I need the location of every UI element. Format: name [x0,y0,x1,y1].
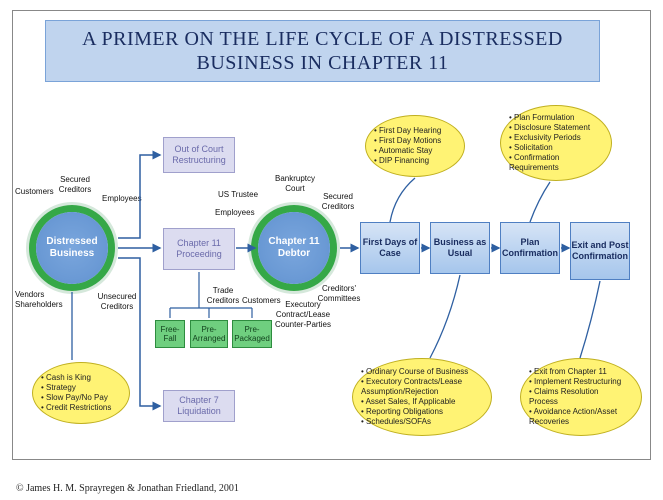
label-trade: Trade Creditors [205,286,241,306]
label-secured1: Secured Creditors [55,175,95,195]
stage-exit: Exit and Post Confirmation [570,222,630,280]
node-free-fall: Free-Fall [155,320,185,348]
bubble-plan: • Plan Formulation • Disclosure Statemen… [500,105,612,181]
bubble-cash: • Cash is King • Strategy • Slow Pay/No … [32,362,130,424]
title: A PRIMER ON THE LIFE CYCLE OF A DISTRESS… [45,20,600,82]
node-ch11-proceeding: Chapter 11 Proceeding [163,228,235,270]
node-ch7-liquidation: Chapter 7 Liquidation [163,390,235,422]
copyright: © James H. M. Sprayregen & Jonathan Frie… [16,483,239,494]
bubble-first-day: • First Day Hearing • First Day Motions … [365,115,465,177]
node-distressed-business: Distressed Business [36,212,108,284]
label-vendors: Vendors [15,290,44,300]
node-pre-packaged: Pre-Packaged [232,320,272,348]
node-ch11-debtor: Chapter 11 Debtor [258,212,330,284]
node-pre-arranged: Pre-Arranged [190,320,228,348]
label-unsecured: Unsecured Creditors [95,292,139,312]
label-employees2: Employees [215,208,255,218]
label-exec: Executory Contract/Lease Counter-Parties [272,300,334,330]
bubble-exit: • Exit from Chapter 11 • Implement Restr… [520,358,642,436]
label-shareholders: Shareholders [15,300,63,310]
stage-business-as-usual: Business as Usual [430,222,490,274]
stage-plan-confirmation: Plan Confirmation [500,222,560,274]
label-employees1: Employees [102,194,142,204]
label-secured2: Secured Creditors [318,192,358,212]
bubble-biz: • Ordinary Course of Business • Executor… [352,358,492,436]
label-ustrustee: US Trustee [218,190,258,200]
node-out-of-court: Out of Court Restructuring [163,137,235,173]
stage-first-days: First Days of Case [360,222,420,274]
label-bankruptcy: Bankruptcy Court [270,174,320,194]
label-customers: Customers [15,187,54,197]
